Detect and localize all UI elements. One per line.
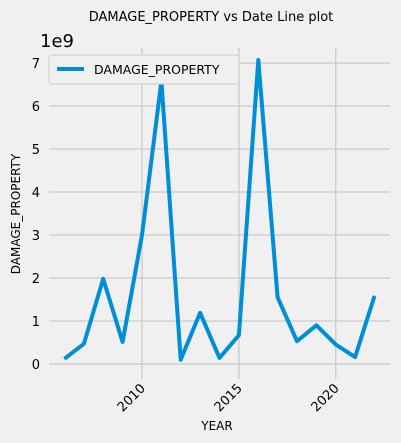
data-point bbox=[277, 296, 279, 298]
y-tick-label: 6 bbox=[32, 100, 40, 115]
x-tick-label: 2010 bbox=[115, 381, 149, 415]
grid bbox=[49, 48, 390, 379]
data-point bbox=[354, 356, 356, 358]
y-tick-label: 1 bbox=[32, 315, 40, 330]
x-axis-label: YEAR bbox=[200, 419, 232, 433]
y-axis-ticks: 0 1 2 3 4 5 6 7 bbox=[32, 57, 40, 373]
data-point bbox=[199, 312, 201, 314]
x-tick-label: 2020 bbox=[309, 381, 343, 415]
data-point bbox=[122, 341, 124, 343]
series-layer bbox=[63, 58, 377, 362]
chart-title: DAMAGE_PROPERTY vs Date Line plot bbox=[89, 10, 334, 25]
legend: DAMAGE_PROPERTY bbox=[48, 54, 240, 85]
data-point bbox=[335, 344, 337, 346]
data-point bbox=[257, 59, 259, 61]
y-tick-label: 3 bbox=[32, 229, 40, 244]
y-tick-label: 0 bbox=[32, 358, 40, 373]
data-point bbox=[102, 278, 104, 280]
legend-box bbox=[48, 54, 240, 85]
data-point bbox=[238, 334, 240, 336]
data-point bbox=[315, 324, 317, 326]
series-line-0 bbox=[63, 58, 377, 362]
y-tick-label: 7 bbox=[32, 57, 40, 72]
x-tick-label: 2015 bbox=[212, 381, 246, 415]
data-point bbox=[296, 340, 298, 342]
data-point bbox=[374, 295, 375, 297]
data-point bbox=[141, 234, 143, 236]
y-axis-label: DAMAGE_PROPERTY bbox=[9, 153, 23, 274]
x-axis-ticks: 2010 2015 2020 bbox=[115, 381, 343, 415]
y-tick-label: 5 bbox=[32, 143, 40, 158]
legend-label: DAMAGE_PROPERTY bbox=[94, 62, 220, 77]
y-axis-multiplier: 1e9 bbox=[40, 31, 74, 52]
data-point bbox=[83, 343, 85, 345]
data-point bbox=[64, 358, 65, 360]
y-tick-label: 2 bbox=[32, 272, 40, 287]
data-point bbox=[219, 357, 220, 359]
data-point bbox=[180, 359, 182, 361]
y-tick-label: 4 bbox=[32, 186, 40, 201]
